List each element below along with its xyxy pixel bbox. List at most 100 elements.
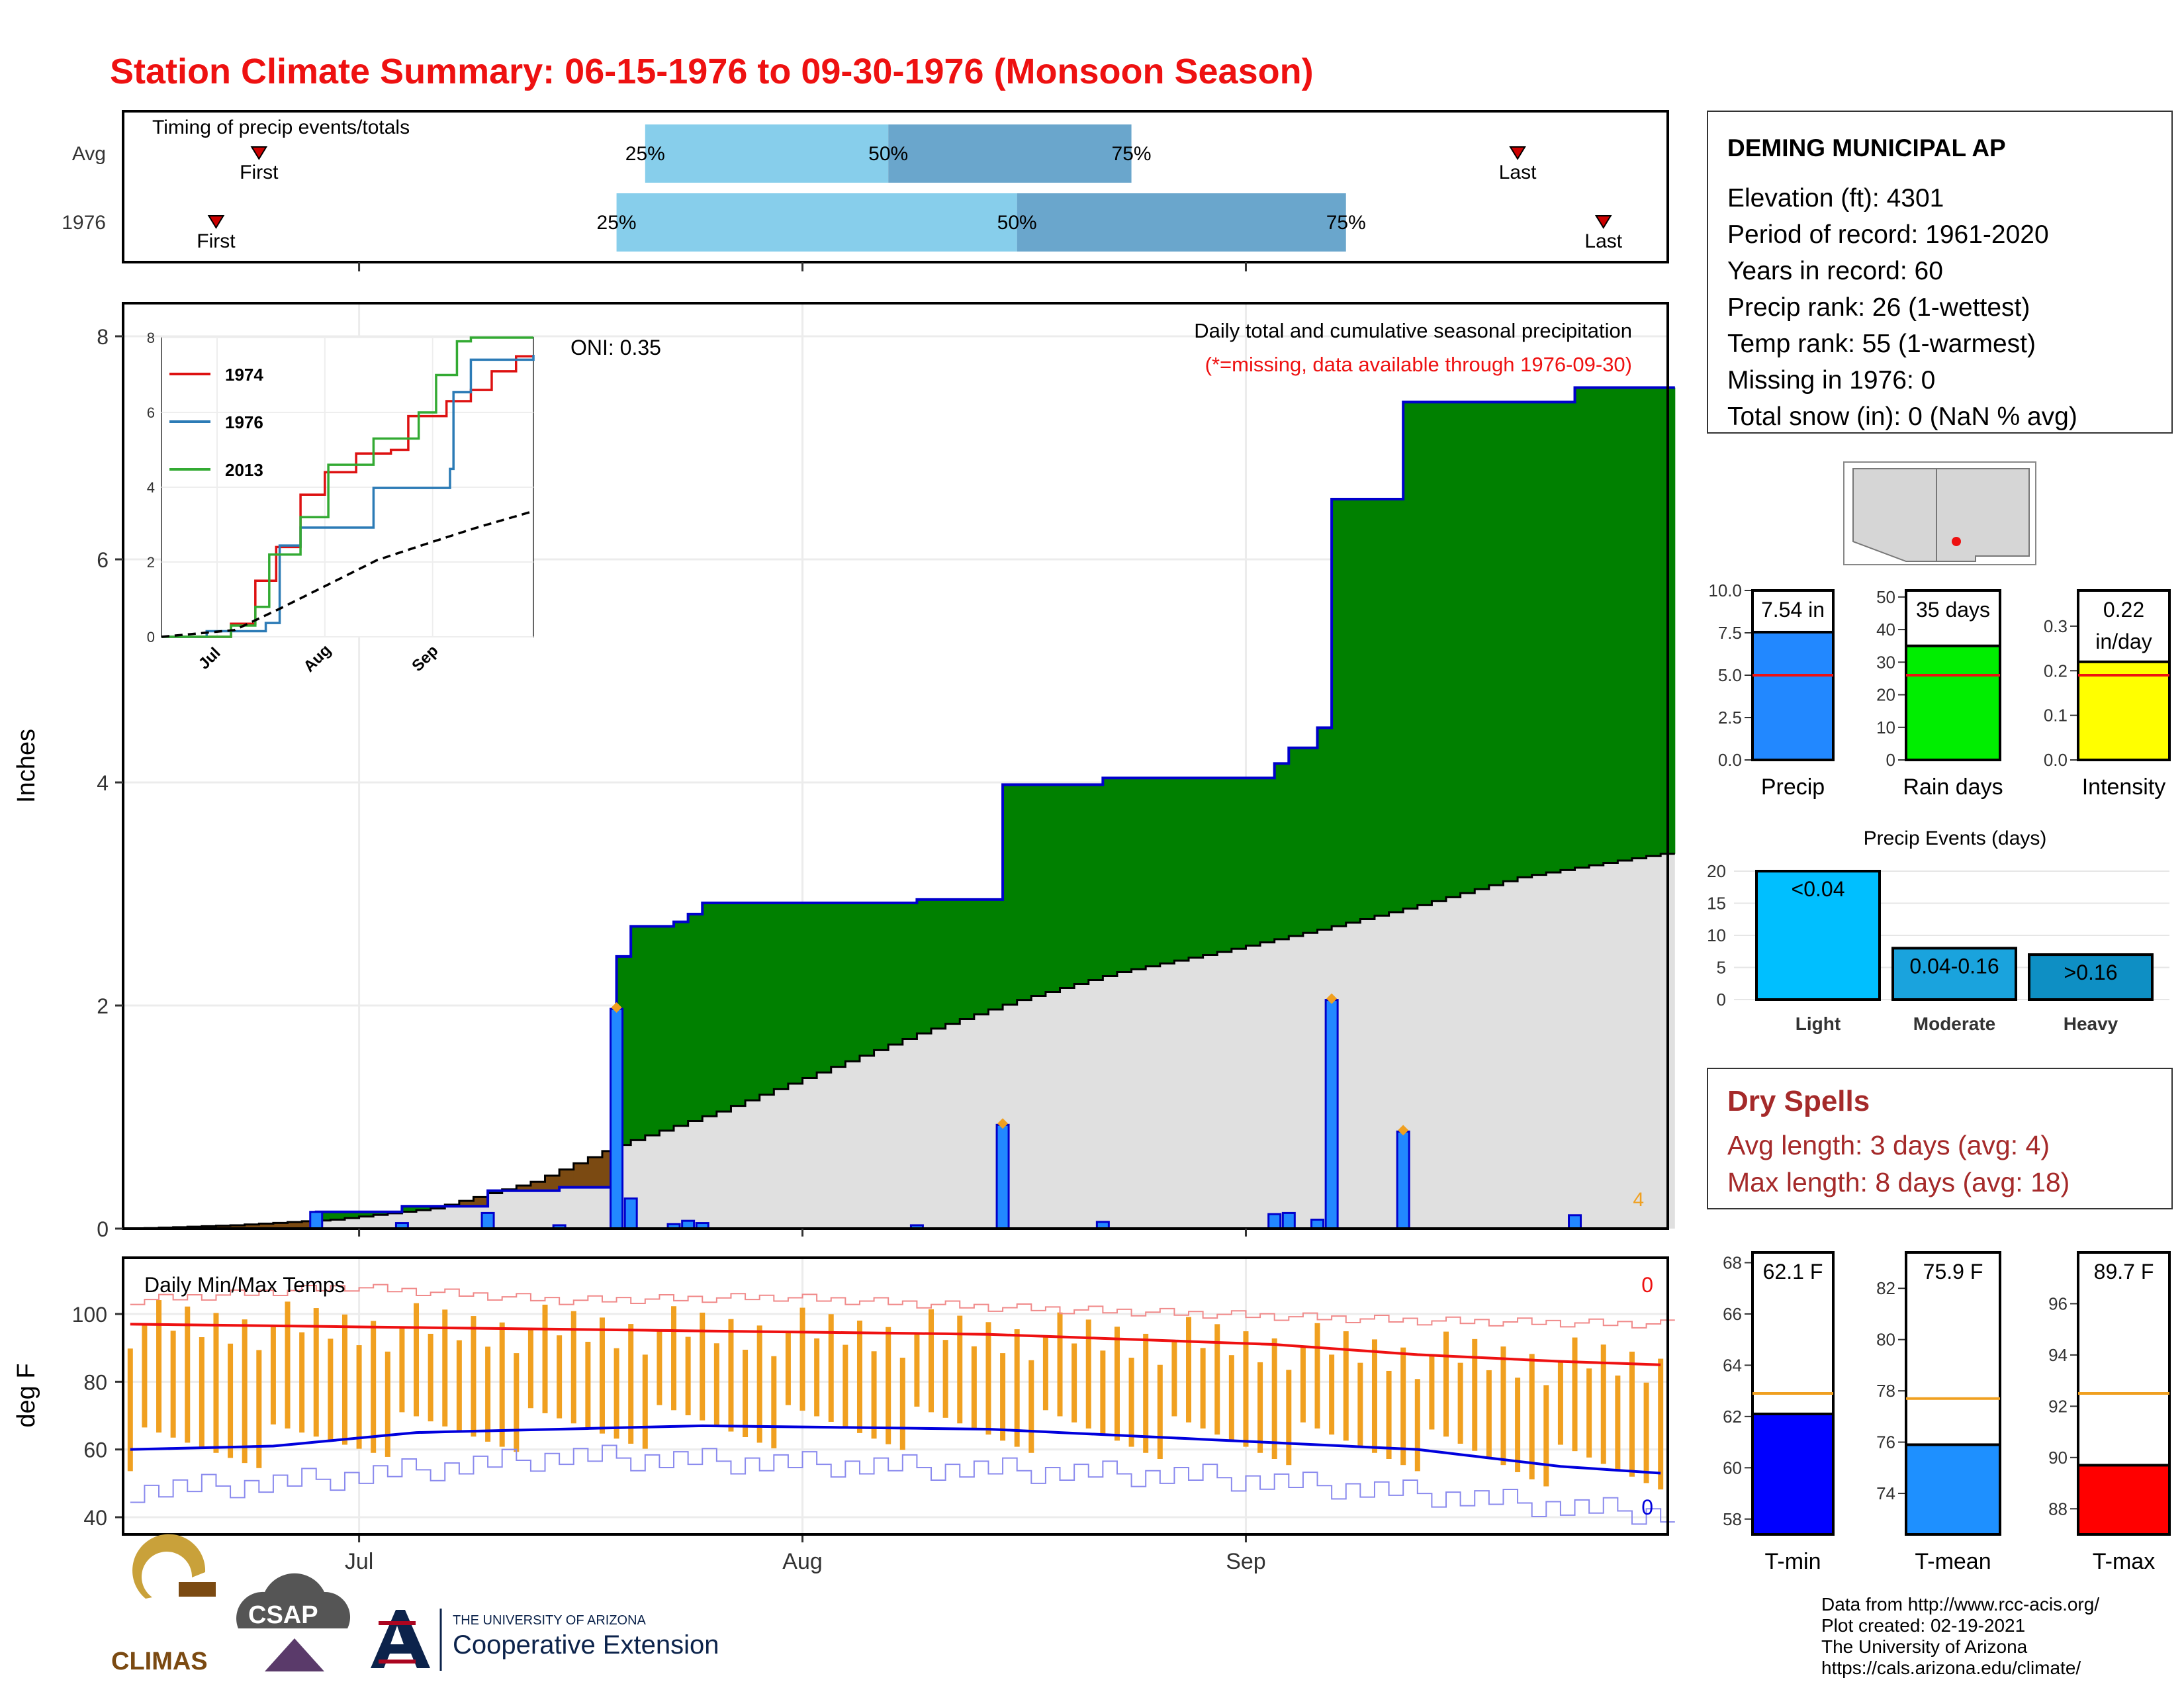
deficit-segment bbox=[287, 1222, 302, 1229]
deficit-segment bbox=[545, 1175, 560, 1191]
deficit-segment bbox=[530, 1182, 546, 1191]
temp-y-tick-label: 40 bbox=[83, 1506, 107, 1530]
precip-caption: Daily total and cumulative seasonal prec… bbox=[1194, 319, 1632, 342]
surplus-segment bbox=[817, 902, 832, 1073]
daily-temp-range-bar bbox=[399, 1327, 405, 1413]
surplus-segment bbox=[1546, 402, 1561, 873]
daily-temp-range-bar bbox=[700, 1312, 705, 1421]
daily-temp-range-bar bbox=[1042, 1336, 1048, 1411]
mini-tick-label: 58 bbox=[1723, 1509, 1742, 1529]
daily-temp-range-bar bbox=[814, 1338, 820, 1417]
daily-temp-range-bar bbox=[1357, 1362, 1363, 1447]
rain-days-bar: 0 10 20 30 40 50 35 days Rain days bbox=[1876, 587, 2003, 800]
events-tick-label: 10 bbox=[1707, 925, 1726, 945]
daily-temp-range-bar bbox=[185, 1306, 191, 1443]
daily-temp-range-bar bbox=[599, 1317, 605, 1434]
station-info: DEMING MUNICIPAL AP Elevation (ft): 4301… bbox=[1707, 111, 2173, 434]
deficit-segment bbox=[516, 1186, 531, 1191]
events-bar-text: <0.04 bbox=[1792, 877, 1845, 901]
daily-temp-range-bar bbox=[1343, 1331, 1349, 1441]
mini-tick-label: 40 bbox=[1876, 620, 1895, 639]
mini-label: Rain days bbox=[1903, 774, 2003, 800]
daily-temp-range-bar bbox=[799, 1307, 805, 1411]
mini-value-bar bbox=[2077, 1464, 2171, 1536]
surplus-segment bbox=[1518, 402, 1533, 878]
daily-temp-range-bar bbox=[1371, 1339, 1377, 1453]
deficit-segment bbox=[259, 1223, 274, 1229]
daily-temp-range-bar bbox=[642, 1354, 648, 1449]
daily-temp-range-bar bbox=[542, 1304, 548, 1413]
climas-logo-text: CLIMAS bbox=[111, 1648, 208, 1675]
precip-panel: 0 2 4 6 8 Inches ONI: 0.35 Daily total and c… bbox=[13, 262, 1676, 1241]
daily-temp-range-bar bbox=[385, 1351, 390, 1457]
daily-temp-range-bar bbox=[585, 1341, 591, 1429]
mini-value-text: in/day bbox=[2095, 630, 2152, 653]
surplus-segment bbox=[1174, 778, 1189, 961]
mini-tick-label: 7.5 bbox=[1718, 623, 1742, 643]
surplus-segment bbox=[330, 1211, 345, 1220]
precip-y-tick-label: 6 bbox=[97, 548, 109, 572]
surplus-segment bbox=[1589, 387, 1604, 866]
daily-temp-range-bar bbox=[1472, 1338, 1478, 1451]
daily-temp-range-bar bbox=[299, 1332, 305, 1433]
inset-y-tick-label: 0 bbox=[147, 629, 155, 645]
observed-cumulative-line bbox=[130, 386, 1675, 1230]
surplus-segment bbox=[774, 902, 789, 1090]
timing-first-marker bbox=[207, 215, 225, 229]
daily-temp-range-bar bbox=[1171, 1340, 1177, 1417]
timing-last-label: Last bbox=[1584, 230, 1622, 252]
dry-spells-frame bbox=[1707, 1068, 2173, 1209]
surplus-segment bbox=[688, 914, 703, 1121]
ua-a-stripes bbox=[379, 1621, 416, 1664]
climas-emblem bbox=[132, 1534, 206, 1599]
station-period: Period of record: 1961-2020 bbox=[1727, 220, 2049, 249]
surplus-segment bbox=[1345, 499, 1361, 923]
daily-temp-range-bar bbox=[771, 1356, 777, 1448]
mini-label: Precip bbox=[1761, 774, 1825, 800]
surplus-segment bbox=[917, 899, 932, 1034]
surplus-segment bbox=[731, 902, 746, 1106]
daily-temp-range-bar bbox=[1643, 1382, 1649, 1483]
surplus-segment bbox=[373, 1211, 388, 1215]
daily-temp-range-bar bbox=[242, 1319, 248, 1464]
daily-temp-range-bar bbox=[713, 1343, 719, 1427]
missing-note: (*=missing, data available through 1976-… bbox=[1205, 353, 1632, 376]
events-tick-label: 0 bbox=[1717, 990, 1726, 1009]
mini-tick-label: 20 bbox=[1876, 685, 1895, 705]
timing-label: Timing of precip events/totals bbox=[152, 117, 410, 138]
timing-last-marker bbox=[1509, 146, 1526, 160]
surplus-segment bbox=[1360, 499, 1375, 919]
timing-row-avg-label: Avg bbox=[72, 143, 106, 165]
temp-series: 40 60 80 100 Jul Aug Sep bbox=[72, 1258, 1675, 1574]
mini-tick-label: 76 bbox=[1876, 1432, 1895, 1452]
daily-temp-range-bar bbox=[1214, 1324, 1220, 1435]
daily-precip-bar bbox=[1281, 1211, 1296, 1230]
timing-bar-50-75 bbox=[888, 124, 1132, 183]
daily-temp-range-bar bbox=[1157, 1364, 1163, 1459]
mini-tick-label: 64 bbox=[1723, 1355, 1742, 1375]
daily-temp-range-bar bbox=[1014, 1329, 1020, 1447]
daily-temp-range-bar bbox=[1071, 1343, 1077, 1423]
surplus-segment bbox=[1475, 402, 1490, 890]
surplus-segment bbox=[1003, 784, 1018, 1005]
logo-climas: CLIMAS bbox=[111, 1534, 216, 1675]
surplus-segment bbox=[1103, 778, 1118, 976]
daily-temp-range-bar bbox=[929, 1309, 934, 1413]
events-tick-label: 20 bbox=[1707, 861, 1726, 881]
daily-temp-range-bar bbox=[1028, 1360, 1034, 1453]
station-name: DEMING MUNICIPAL AP bbox=[1727, 134, 2006, 162]
avg-tmin-line bbox=[130, 1424, 1661, 1475]
timing-row-1976-label: 1976 bbox=[62, 212, 106, 234]
surplus-segment bbox=[1531, 402, 1547, 875]
precip-areas bbox=[130, 386, 1676, 1230]
daily-temp-range-bar bbox=[414, 1303, 420, 1417]
inset-line-1974 bbox=[161, 355, 533, 638]
surplus-segment bbox=[416, 1206, 432, 1211]
inset-line-1976 bbox=[161, 354, 535, 638]
surplus-segment bbox=[674, 921, 689, 1126]
surplus-segment bbox=[1646, 387, 1661, 857]
daily-temp-range-bar bbox=[256, 1350, 262, 1468]
daily-temp-range-bar bbox=[1128, 1358, 1134, 1447]
mini-tick-label: 0 bbox=[1886, 750, 1895, 770]
daily-temp-range-bar bbox=[1557, 1361, 1563, 1445]
